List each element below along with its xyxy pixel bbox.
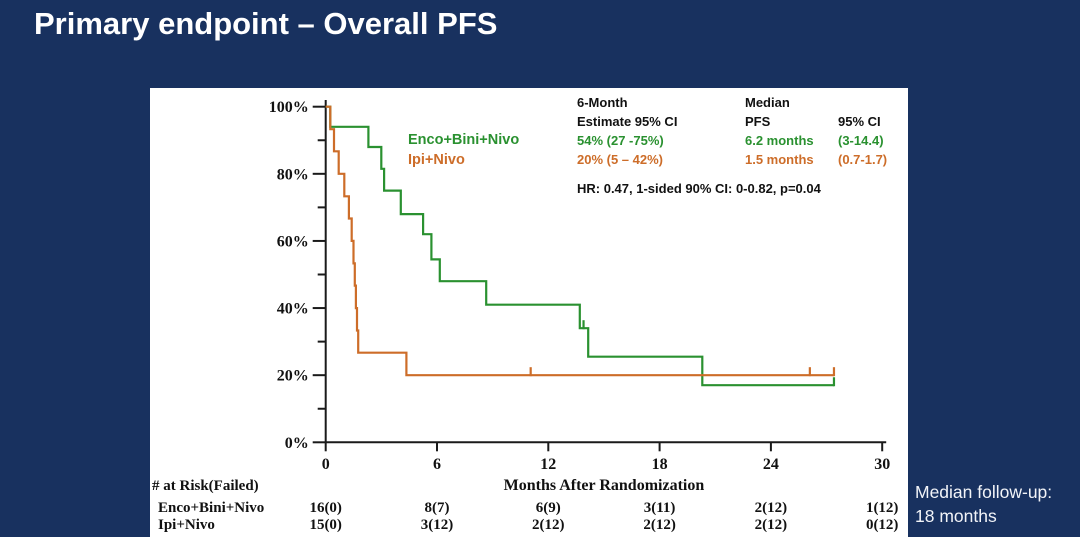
legend-item-ipi-nivo: Ipi+Nivo bbox=[408, 152, 465, 168]
arm1-median-ci: (3-14.4) bbox=[838, 133, 884, 148]
svg-text:0%: 0% bbox=[285, 435, 309, 452]
stats-col1-subheader: Estimate 95% CI bbox=[577, 114, 678, 129]
risk-value: 6(9) bbox=[536, 500, 561, 516]
svg-text:18: 18 bbox=[652, 456, 668, 473]
arm1-6month-estimate: 54% (27 -75%) bbox=[577, 133, 664, 148]
stats-col3-subheader: 95% CI bbox=[838, 114, 881, 129]
svg-text:0: 0 bbox=[322, 456, 330, 473]
risk-value: 3(11) bbox=[644, 500, 676, 516]
arm2-median-ci: (0.7-1.7) bbox=[838, 152, 888, 167]
arm1-median-pfs: 6.2 months bbox=[745, 133, 814, 148]
risk-value: 1(12) bbox=[866, 500, 899, 516]
risk-row-label: Enco+Bini+Nivo bbox=[158, 500, 264, 516]
median-followup-line2: 18 months bbox=[915, 506, 997, 526]
chart-legend: Enco+Bini+Nivo Ipi+Nivo bbox=[408, 130, 519, 170]
km-survival-chart: 0% 20% 40% 60% 80% 100% 0 6 12 18 24 30 Months After… bbox=[152, 99, 898, 533]
svg-text:20%: 20% bbox=[277, 368, 309, 385]
statistics-block: 6-Month Median Estimate 95% CI PFS 95% C… bbox=[577, 93, 902, 198]
axes bbox=[312, 100, 887, 452]
risk-value: 2(12) bbox=[755, 517, 788, 533]
svg-text:60%: 60% bbox=[277, 233, 309, 250]
hazard-ratio-line: HR: 0.47, 1-sided 90% CI: 0-0.82, p=0.04 bbox=[577, 181, 821, 196]
risk-value: 2(12) bbox=[532, 517, 565, 533]
statistics-table: 6-Month Median Estimate 95% CI PFS 95% C… bbox=[577, 93, 902, 169]
svg-text:24: 24 bbox=[763, 456, 779, 473]
risk-value: 3(12) bbox=[421, 517, 454, 533]
svg-text:40%: 40% bbox=[277, 301, 309, 318]
risk-value: 16(0) bbox=[309, 500, 342, 516]
series-curve-ipi-nivo bbox=[325, 105, 834, 377]
risk-value: 2(12) bbox=[643, 517, 676, 533]
legend-item-enco-bini-nivo: Enco+Bini+Nivo bbox=[408, 132, 520, 148]
risk-value: 15(0) bbox=[309, 517, 342, 533]
arm2-median-pfs: 1.5 months bbox=[745, 152, 814, 167]
risk-table: # at Risk(Failed) Enco+Bini+Nivo 16(0) 8(7)… bbox=[152, 478, 898, 533]
axis-tick-labels: 0% 20% 40% 60% 80% 100% 0 6 12 18 24 30 Months After… bbox=[269, 99, 891, 494]
risk-value: 2(12) bbox=[755, 500, 788, 516]
stats-col2-subheader: PFS bbox=[745, 114, 771, 129]
risk-row-label: Ipi+Nivo bbox=[158, 517, 215, 533]
risk-value: 0(12) bbox=[866, 517, 899, 533]
series-curve-enco-bini-nivo bbox=[325, 105, 834, 387]
risk-value: 8(7) bbox=[425, 500, 450, 516]
svg-text:12: 12 bbox=[540, 456, 556, 473]
svg-text:80%: 80% bbox=[277, 166, 309, 183]
svg-text:6: 6 bbox=[433, 456, 441, 473]
arm2-6month-estimate: 20% (5 – 42%) bbox=[577, 152, 663, 167]
svg-text:100%: 100% bbox=[269, 99, 309, 116]
svg-text:30: 30 bbox=[874, 456, 890, 473]
page-title: Primary endpoint – Overall PFS bbox=[34, 6, 498, 41]
median-followup-line1: Median follow-up: bbox=[915, 482, 1053, 502]
stats-col2-header: Median bbox=[745, 95, 790, 110]
chart-panel: 0% 20% 40% 60% 80% 100% 0 6 12 18 24 30 Months After… bbox=[150, 88, 908, 537]
median-followup-note: Median follow-up: 18 months bbox=[915, 480, 1080, 528]
stats-col1-header: 6-Month bbox=[577, 95, 628, 110]
x-axis-title: Months After Randomization bbox=[504, 477, 705, 494]
risk-table-header: # at Risk(Failed) bbox=[152, 478, 259, 494]
